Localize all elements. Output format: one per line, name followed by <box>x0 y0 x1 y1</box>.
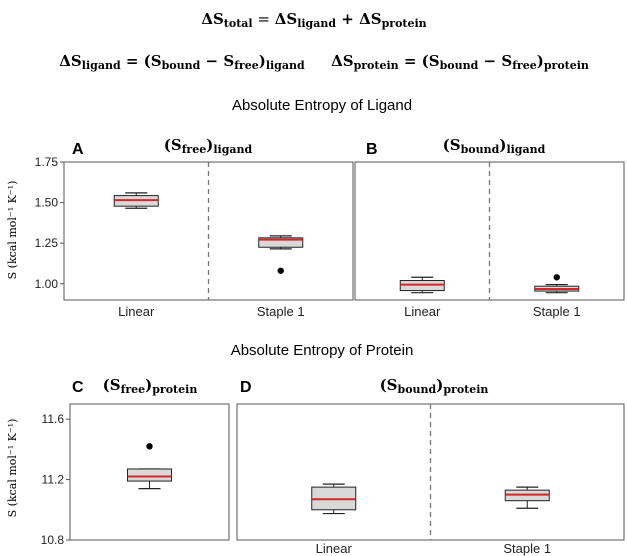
panel-b-plot: Linear Staple 1 <box>354 161 625 319</box>
pt-d-sub2: protein <box>443 383 488 396</box>
panel-letter-a: A <box>72 141 84 158</box>
panel-d-plot: Linear Staple 1 <box>236 403 625 556</box>
x-tick-label: Linear <box>118 304 155 319</box>
panel-letter-c: C <box>72 379 84 396</box>
pt-b-sub2: ligand <box>506 143 545 156</box>
eq-pro-bsub: bound <box>440 59 479 72</box>
plot-frame <box>69 403 230 541</box>
y-tick-label: 1.50 <box>35 196 59 210</box>
x-tick-label: Staple 1 <box>503 541 551 556</box>
eq-lig-lhs-sub: ligand <box>82 59 121 72</box>
panel-c-plot: 10.8 11.2 11.6 <box>41 403 230 547</box>
eq-lig-fsub: free <box>234 59 259 72</box>
eq-pro-minus: − S <box>478 52 512 70</box>
panel-title-c: (Sfree)protein <box>103 376 198 396</box>
pt-a-sub1: free <box>182 143 207 156</box>
eq-lig-minus: − S <box>200 52 234 70</box>
panel-letter-d: D <box>240 379 252 396</box>
y-tick-label: 1.00 <box>35 277 59 291</box>
panel-letter-b: B <box>366 141 378 158</box>
x-tick-label: Staple 1 <box>533 304 581 319</box>
eq-total-t1-sub: ligand <box>297 17 336 30</box>
y-tick-label: 11.6 <box>42 412 65 426</box>
x-tick-label: Linear <box>404 304 441 319</box>
x-tick-label: Staple 1 <box>257 304 305 319</box>
eq-total-eq: = <box>253 10 275 28</box>
pt-c-sub1: free <box>121 383 146 396</box>
eq-lig-close-sub: ligand <box>266 59 305 72</box>
eq-pro-close-sub: protein <box>544 59 589 72</box>
eq-total-plus: + <box>336 10 359 28</box>
eq-total-t2: ΔS <box>359 10 381 28</box>
eq-pro-lhs: ΔS <box>331 52 353 70</box>
y-tick-label: 11.2 <box>42 473 65 487</box>
section-title-ligand: Absolute Entropy of Ligand <box>232 97 412 114</box>
eq-total-t2-sub: protein <box>382 17 427 30</box>
eq-lig-close: ) <box>259 52 266 70</box>
x-tick-label: Linear <box>316 541 353 556</box>
eq-total-lhs: ΔS <box>201 10 223 28</box>
eq-pro-fsub: free <box>512 59 537 72</box>
pt-a-close: ) <box>206 136 213 154</box>
eq-total-lhs-sub: total <box>224 17 253 30</box>
y-tick-label: 1.75 <box>35 155 59 169</box>
eq-lig-lhs: ΔS <box>59 52 81 70</box>
y-tick-label: 1.25 <box>35 236 59 250</box>
eq-lig-bsub: bound <box>162 59 201 72</box>
panel-title-b: (Sbound)ligand <box>443 136 546 156</box>
outlier-point <box>146 443 153 450</box>
eq-pro-lhs-sub: protein <box>354 59 399 72</box>
eq-pro-open: = (S <box>399 52 440 70</box>
equation-protein: ΔSprotein = (Sbound − Sfree)protein <box>331 52 589 72</box>
panel-title-a: (Sfree)ligand <box>164 136 253 156</box>
y-axis-label-ligand: S (kcal mol⁻¹ K⁻¹) <box>6 181 19 280</box>
pt-a-sub2: ligand <box>213 143 252 156</box>
pt-b-sub1: bound <box>461 143 500 156</box>
pt-b-main: (S <box>443 136 461 154</box>
pt-d-main: (S <box>380 376 398 394</box>
pt-c-main: (S <box>103 376 121 394</box>
pt-d-close: ) <box>436 376 443 394</box>
panel-title-d: (Sbound)protein <box>380 376 489 396</box>
y-tick-label: 10.8 <box>41 533 65 547</box>
equation-total: ΔStotal = ΔSligand + ΔSprotein <box>201 10 426 30</box>
eq-lig-open: = (S <box>121 52 162 70</box>
outlier-point <box>277 267 284 274</box>
pt-a-main: (S <box>164 136 182 154</box>
box-iqr <box>127 468 172 482</box>
panel-a-plot: 1.00 1.25 1.50 1.75 Linear Staple 1 <box>35 155 354 319</box>
pt-b-close: ) <box>499 136 506 154</box>
box-iqr <box>258 237 304 248</box>
equation-ligand: ΔSligand = (Sbound − Sfree)ligand <box>59 52 305 72</box>
section-title-protein: Absolute Entropy of Protein <box>231 342 414 359</box>
pt-c-close: ) <box>145 376 152 394</box>
pt-c-sub2: protein <box>152 383 197 396</box>
outlier-point <box>553 274 560 281</box>
eq-pro-close: ) <box>537 52 544 70</box>
pt-d-sub1: bound <box>398 383 437 396</box>
eq-total-t1: ΔS <box>275 10 297 28</box>
y-axis-label-protein: S (kcal mol⁻¹ K⁻¹) <box>6 419 19 518</box>
